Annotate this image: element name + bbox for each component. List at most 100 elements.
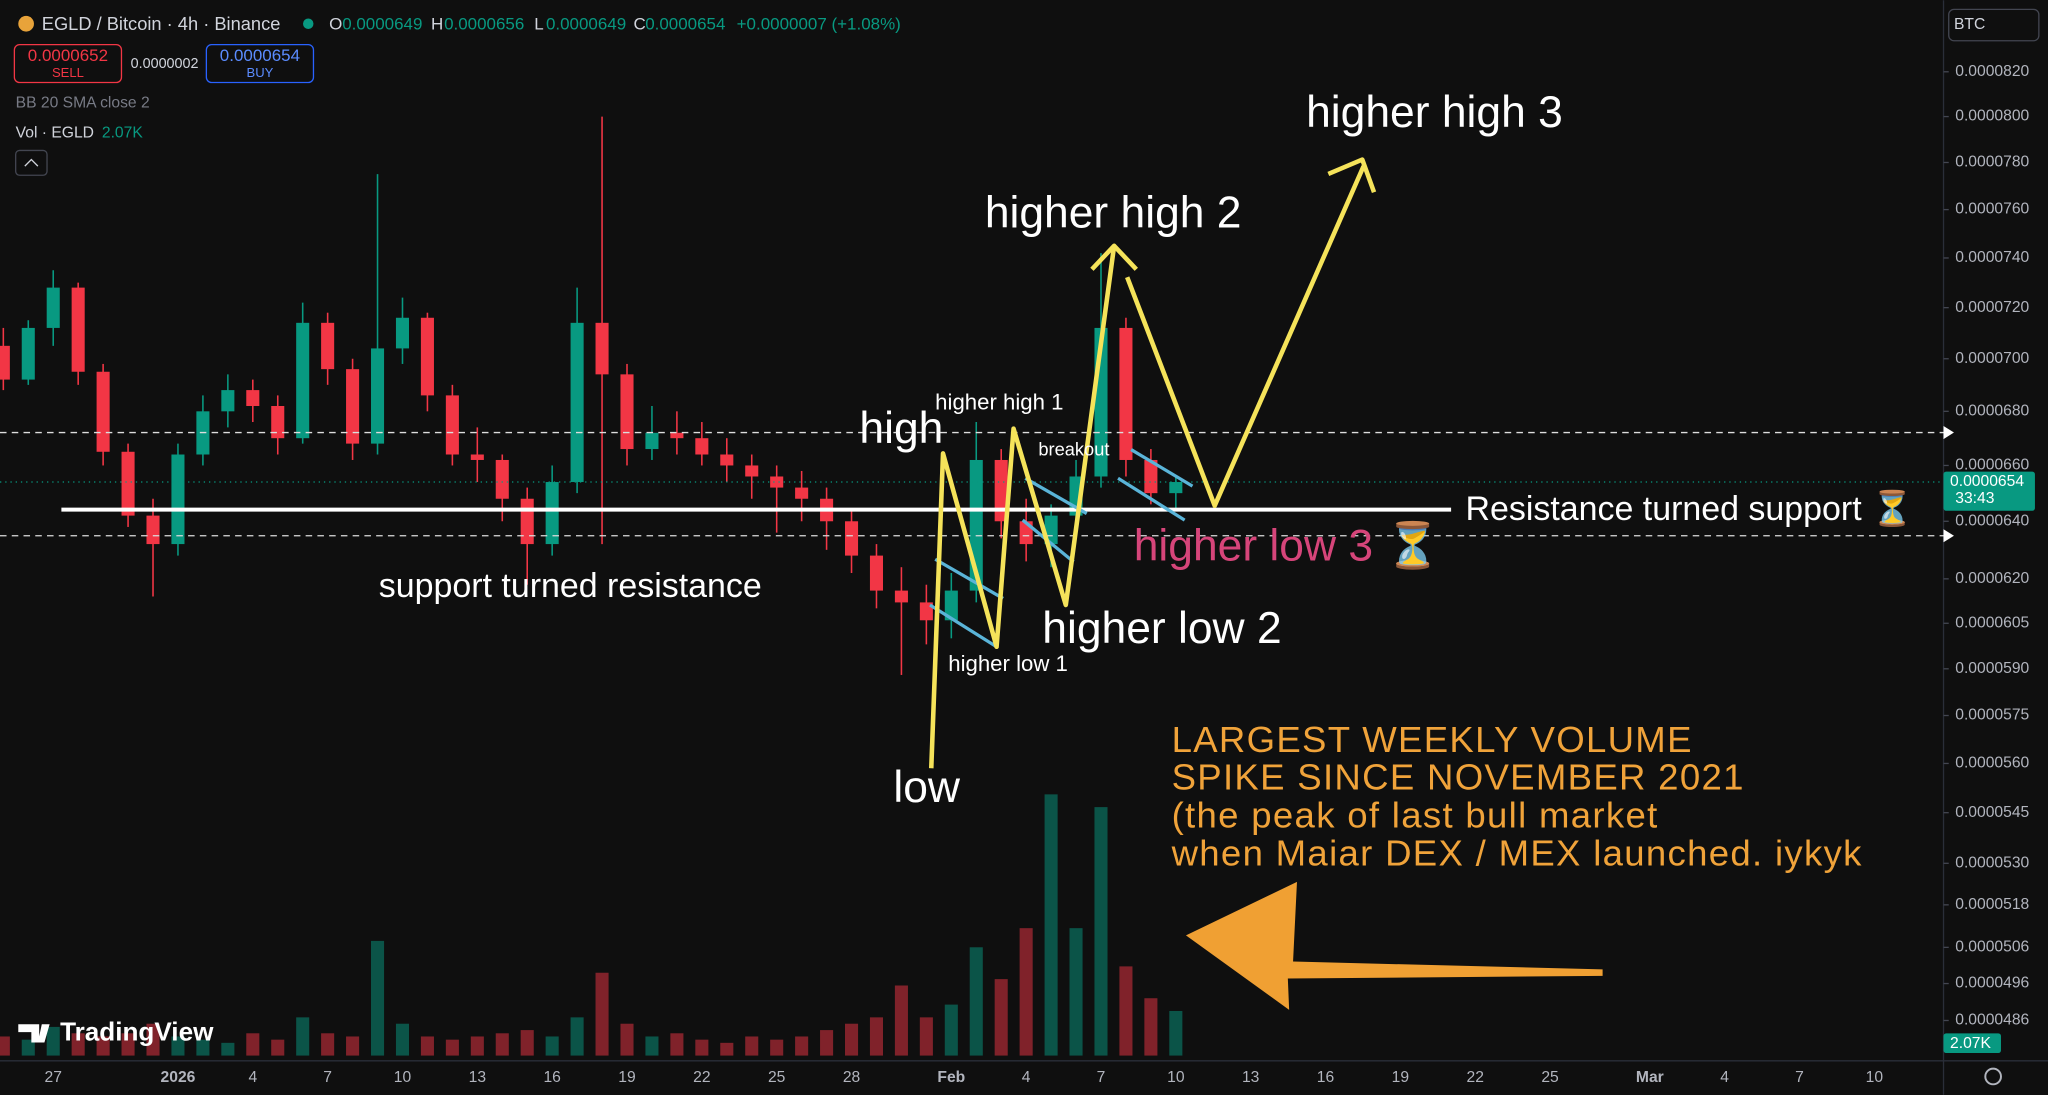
candle-body [445,395,459,455]
candle-body [520,498,534,545]
y-tick-label: 0.0000700 [1955,350,2029,367]
x-tick-label: 13 [469,1069,487,1086]
x-tick-label: 16 [543,1069,561,1086]
x-tick-label: Feb [937,1069,965,1086]
annotation: breakout [1038,439,1109,460]
settings-icon[interactable] [1984,1067,2002,1086]
brand-logo [18,1024,50,1043]
y-tick-label: 0.0000590 [1955,660,2029,677]
x-tick-label: 13 [1242,1069,1260,1086]
symbol-icon [18,15,34,32]
candle-body [570,322,584,483]
candle-body [121,451,135,516]
y-tick-label: 0.0000820 [1955,63,2029,80]
volume-bar [121,1033,135,1056]
zigzag [928,157,1377,769]
volume-bar [46,1026,60,1056]
candle-body [745,465,759,477]
volume-bar [869,1017,884,1056]
volume-bar [1044,794,1058,1056]
candle-body [0,345,10,380]
annotation: higher low 2 [1042,604,1281,653]
volume-bar [0,1036,10,1056]
x-tick-label: 22 [693,1069,710,1086]
y-tick-label: 0.0000518 [1955,896,2029,913]
x-tick-label: 22 [1466,1069,1483,1086]
y-tick-label: 0.0000605 [1955,614,2029,631]
annotation: when Maiar DEX / MEX launched. iykyk [1171,832,1863,873]
brand: TradingView [60,1016,214,1046]
currency: BTC [1954,16,1985,33]
volume-bar [545,1036,559,1056]
annotation: higher high 2 [985,188,1242,237]
y-tick-label: 0.0000545 [1955,804,2029,821]
channels [929,448,1194,649]
candle-body [171,454,185,545]
symbol[interactable]: EGLD / Bitcoin · 4h · Binance [42,13,281,34]
volume-bar [296,1017,310,1056]
ohlc-key: C [633,15,645,34]
x-tick-label: 4 [1720,1069,1729,1086]
sell-price: 0.0000652 [28,46,108,65]
change: +0.0000007 (+1.08%) [737,15,901,34]
annotation: higher high 3 [1306,88,1563,137]
volume-bar [595,972,609,1056]
candle-body [495,459,509,499]
x-tick-label: 7 [1795,1069,1804,1086]
buy-button[interactable] [205,43,315,84]
volume-bar [96,1036,110,1056]
annotation: high [859,404,943,453]
annotation: higher high 1 [935,390,1063,415]
level-arrow [1943,529,1954,543]
y-tick-label: 0.0000575 [1955,707,2029,724]
candle-body [46,287,60,328]
y-tick-label: 0.0000506 [1955,938,2029,955]
zigzag-path [1125,165,1366,508]
x-tick-label: 7 [1097,1069,1106,1086]
annotation: higher low 3 ⏳ [1134,520,1441,571]
volume-bar [1144,998,1158,1056]
collapse-button[interactable] [15,149,48,176]
candle-body [296,322,310,439]
volume-bar [1119,966,1133,1056]
arrow-head [1327,157,1377,194]
x-tick-label: 4 [1022,1069,1031,1086]
volume-bar [371,940,385,1056]
volume-bar [1169,1010,1183,1056]
candle-body [994,459,1008,522]
volume-bar [1094,807,1108,1056]
candle-body [695,438,709,455]
indicator[interactable]: BB 20 SMA close 2 [16,95,150,112]
volume-bar [570,1017,584,1056]
currency-select[interactable] [1948,8,2040,42]
ohlc-value: 0.0000649 [546,15,626,34]
x-tick-label: 19 [1392,1069,1409,1086]
volume-indicator[interactable]: Vol · EGLD [16,125,94,142]
x-tick-label: Mar [1636,1069,1664,1086]
x-tick-label: 28 [843,1069,861,1086]
candle-body [1169,482,1183,494]
candle-body [21,327,35,380]
volume-bar [71,1033,85,1056]
candle-body [894,590,908,603]
collapse-icon [24,158,39,167]
candle-body [71,287,85,372]
candle-body [670,432,684,439]
candle-body [321,322,335,370]
y-tick-label: 0.0000496 [1955,975,2029,992]
volume-bar [321,1033,335,1056]
volume-bar [395,1023,410,1056]
annotation: support turned resistance [379,567,762,605]
buy-label: BUY [247,65,274,80]
volume-bar [820,1030,834,1056]
candle-body [595,322,609,375]
y-tick-label: 0.0000680 [1955,402,2029,419]
candle-body [271,405,285,439]
volume-bar [770,1039,784,1056]
annotation: higher low 1 [948,651,1068,676]
candle-body [146,515,160,545]
candle-body [395,317,410,349]
sell-button[interactable] [13,43,123,84]
candle-body [844,521,859,556]
x-tick-label: 10 [1866,1069,1884,1086]
